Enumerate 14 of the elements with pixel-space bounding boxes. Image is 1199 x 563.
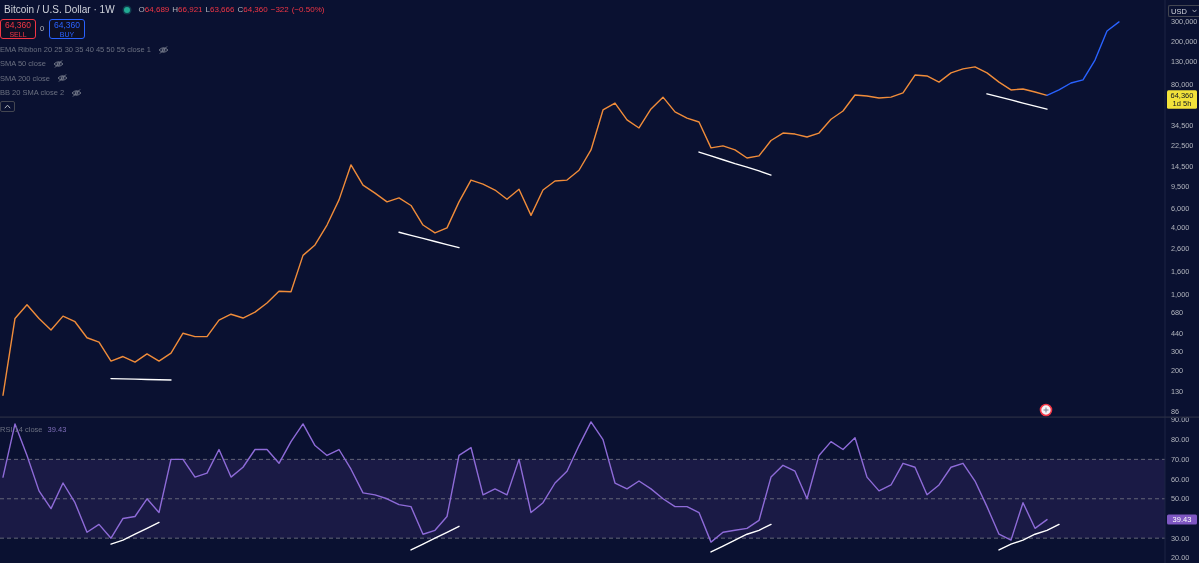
line-series xyxy=(2,421,1048,543)
chart-title: Bitcoin / U.S. Dollar · 1W xyxy=(4,4,115,15)
line-series xyxy=(710,523,772,553)
line-series xyxy=(2,66,1048,396)
line-series xyxy=(986,93,1048,110)
line-series xyxy=(698,151,772,176)
annotation: 64,360 xyxy=(4,20,32,30)
text: O64,689 H66,921 L63,666 C64,360 −322 (−0.50%) xyxy=(138,5,325,14)
line-series xyxy=(398,231,460,249)
line-series xyxy=(998,523,1060,551)
line-series xyxy=(410,525,460,551)
annotation: 64,360 xyxy=(53,20,81,30)
line-series xyxy=(1046,21,1120,97)
line-series xyxy=(110,521,160,545)
